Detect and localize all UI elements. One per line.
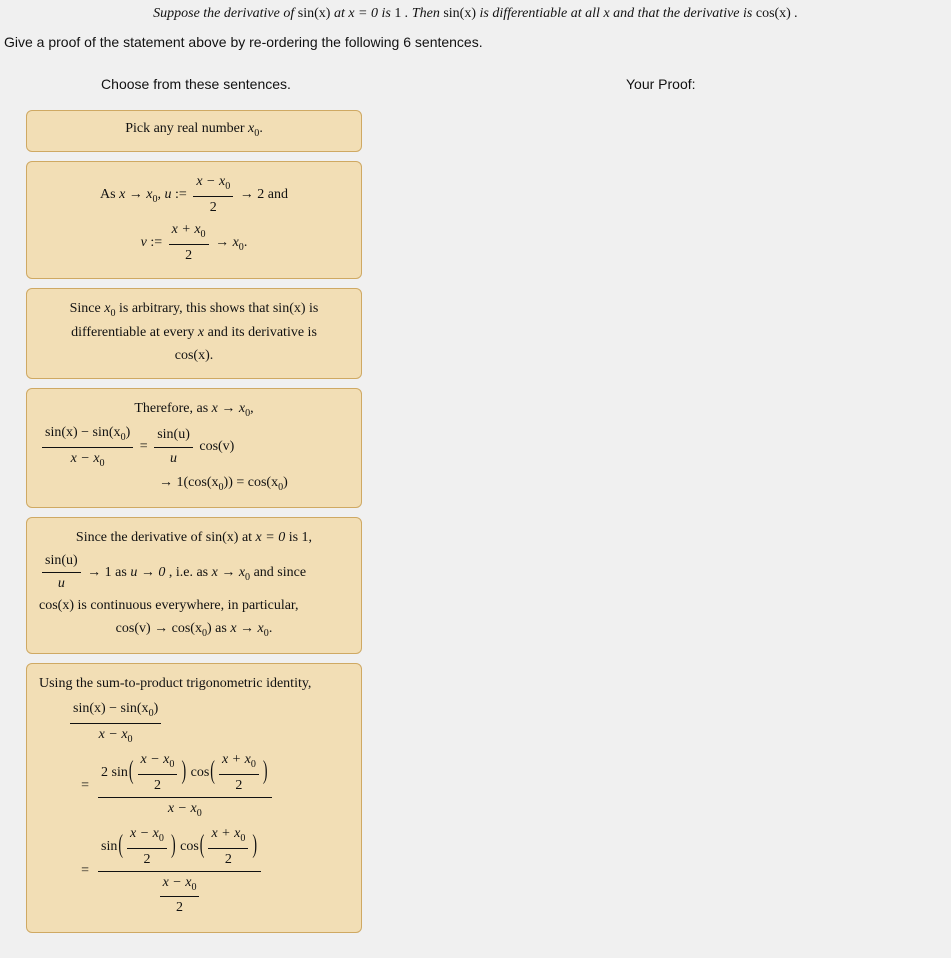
c2-assign1: := [175,187,190,202]
c5-l3b: is continuous everywhere, in particular, [78,598,299,613]
c2-tox0: → x0 [215,235,244,250]
proof-column[interactable]: Your Proof: [410,62,951,126]
c2-comma: , [158,187,165,202]
instruction-text: Give a proof of the statement above by r… [0,24,951,62]
c2-assign2: := [150,235,165,250]
c5-uto0: u → 0 [130,565,165,580]
prompt-mid5: and that the derivative is [613,6,756,21]
sentence-card-2[interactable]: As x → x0, u := x − x0 2 → 2 and v := x … [26,161,362,278]
prompt-mid4: is differentiable at all [480,6,604,21]
c4-fracR: sin(u) u [154,425,193,469]
columns: Choose from these sentences. Pick any re… [0,62,951,958]
c4-cosv: cos(v) [199,439,234,454]
c3-dot: . [210,348,214,363]
prompt-mid3: . Then [405,6,444,21]
c3-l1a: Since [70,301,105,316]
c2-xtox0: x → x0 [119,187,157,202]
prompt-text: Suppose the derivative of [153,6,298,21]
prompt-mid1: at [334,6,348,21]
c4-xtox0: x → x0 [212,401,250,416]
prompt-one: 1 [394,6,401,21]
c5-xeq0: x = 0 [256,530,286,545]
sentence-card-4[interactable]: Therefore, as x → x0, sin(x) − sin(x0) x… [26,388,362,509]
c5-l1c: at [242,530,256,545]
c5-cosx: cos(x) [39,598,74,613]
c5-l4d: . [269,621,273,636]
c2-frac2: x + x0 2 [169,220,209,266]
prompt-dot: . [794,6,798,21]
c4-fracL: sin(x) − sin(x0) x − x0 [42,423,133,471]
c2-dot: . [244,235,248,250]
c5-xtox0b: x → x0 [230,621,268,636]
c3-cosx: cos(x) [175,348,210,363]
sentence-card-3[interactable]: Since x0 is arbitrary, this shows that s… [26,288,362,379]
theorem-prompt: Suppose the derivative of sin(x) at x = … [0,0,951,24]
c6-bot-frac: sin(x − x02) cos(x + x02) x − x02 [98,824,261,918]
c6-eq2: = [67,861,95,881]
c5-l1e: is 1, [289,530,312,545]
card1-prefix: Pick any real number [125,121,248,136]
c2-as: As [100,187,119,202]
c5-xtox0: x → x0 [212,565,250,580]
source-column-title: Choose from these sentences. [26,70,366,110]
c5-l2a: → 1 as [87,565,130,580]
c5-l4: cos(v) → cos(x0) as [116,621,231,636]
c5-l2e: and since [254,565,306,580]
card1-dot: . [259,121,263,136]
prompt-sinx: sin(x) [298,6,331,21]
page: Suppose the derivative of sin(x) at x = … [0,0,951,958]
card1-x0: x0 [248,121,259,136]
c3-x0: x0 [104,301,115,316]
c6-l1: Using the sum-to-product trigonometric i… [39,674,349,694]
c2-v: v [141,235,147,250]
prompt-x: x [603,6,609,21]
c3-l2: differentiable at every [71,325,198,340]
c4-l1: Therefore, as [134,401,211,416]
c4-eq: = [140,439,151,454]
c5-sinx: sin(x) [206,530,239,545]
c4-l1c: , [250,401,254,416]
c5-l1a: Since the derivative of [76,530,206,545]
c5-l2c: , i.e. as [169,565,212,580]
prompt-cosx: cos(x) [756,6,791,21]
source-column: Choose from these sentences. Pick any re… [0,62,410,958]
c2-u: u [165,187,172,202]
c4-l3: → 1(cos(x0)) = cos(x0) [159,475,288,490]
prompt-mid2: is [382,6,395,21]
c6-top-frac: sin(x) − sin(x0) x − x0 [70,699,161,747]
prompt-sinx2: sin(x) [443,6,476,21]
proof-column-title: Your Proof: [426,70,935,110]
c3-l1c: is arbitrary, this shows that [119,301,273,316]
c5-frac: sin(u) u [42,551,81,595]
c3-sinx: sin(x) [273,301,306,316]
sentence-card-5[interactable]: Since the derivative of sin(x) at x = 0 … [26,517,362,654]
prompt-xeq0: x = 0 [348,6,378,21]
c3-l1e: is [309,301,318,316]
sentence-card-6[interactable]: Using the sum-to-product trigonometric i… [26,663,362,933]
c2-to2: → 2 and [240,187,288,202]
sentence-card-1[interactable]: Pick any real number x0. [26,110,362,152]
c3-l2c: and its derivative is [208,325,317,340]
c6-mid-frac: 2 sin(x − x02) cos(x + x02) x − x0 [98,750,272,821]
c2-frac1: x − x0 2 [193,172,233,218]
c3-x: x [198,325,204,340]
